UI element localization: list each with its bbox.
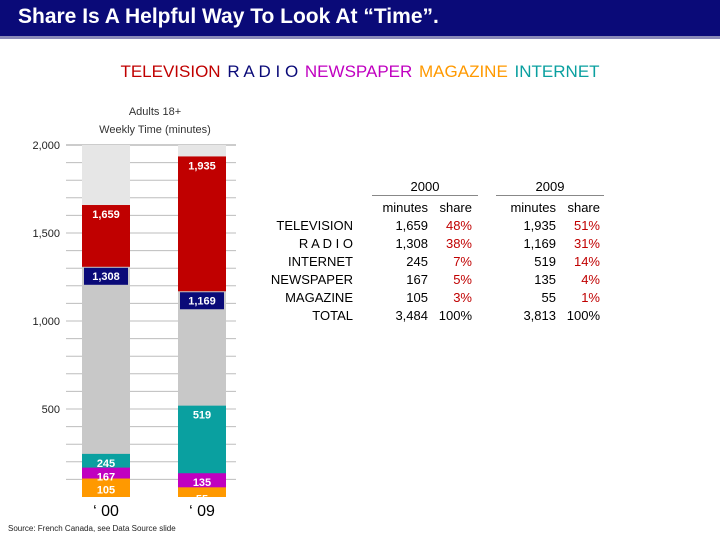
bar-segment-magazine xyxy=(178,487,226,497)
data-label: 519 xyxy=(193,410,211,422)
data-label: 245 xyxy=(97,458,115,470)
share-cell: 38% xyxy=(445,236,472,251)
year-header-2000: 2000 xyxy=(372,179,478,196)
data-label: 105 xyxy=(97,485,115,497)
share-cell: 48% xyxy=(445,218,472,233)
y-tick-label: 500 xyxy=(42,404,60,416)
year-header-2009: 2009 xyxy=(496,179,604,196)
minutes-cell: 245 xyxy=(406,254,428,269)
chart-subtitle-1: Adults 18+ xyxy=(128,106,182,118)
x-axis-labels: ‘ 00 ‘ 09 xyxy=(93,503,215,520)
share-cell-total: 100% xyxy=(438,308,472,323)
minutes-cell: 1,935 xyxy=(523,218,556,233)
minutes-cell: 55 xyxy=(541,290,556,305)
row-label-radio: R A D I O xyxy=(298,236,353,251)
source-note: Source: French Canada, see Data Source s… xyxy=(8,524,176,533)
data-label: 167 xyxy=(97,472,115,484)
share-cell: 1% xyxy=(581,290,600,305)
share-column-2000: share 48% 38% 7% 5% 3% 100% xyxy=(430,199,472,325)
y-tick-label: 1,000 xyxy=(32,316,60,328)
title-bar: Share Is A Helpful Way To Look At “Time”… xyxy=(0,0,720,39)
table-row-labels: TELEVISION R A D I O INTERNET NEWSPAPER … xyxy=(245,217,353,325)
share-cell: 4% xyxy=(581,272,600,287)
share-cell: 51% xyxy=(573,218,600,233)
row-label-television: TELEVISION xyxy=(276,218,353,233)
minutes-column-2009: minutes 1,935 1,169 519 135 55 3,813 xyxy=(498,199,556,325)
x-tick-label: ‘ 00 xyxy=(93,503,119,520)
x-tick-label: ‘ 09 xyxy=(189,503,215,520)
share-cell: 14% xyxy=(573,254,600,269)
media-magazine: MAGAZINE xyxy=(419,62,508,81)
minutes-cell: 519 xyxy=(534,254,556,269)
minutes-cell: 135 xyxy=(534,272,556,287)
minutes-cell: 1,308 xyxy=(395,236,428,251)
bar-segment-magazine xyxy=(82,478,130,497)
share-cell-total: 100% xyxy=(566,308,600,323)
row-label-internet: INTERNET xyxy=(288,254,353,269)
share-header: share xyxy=(439,200,472,215)
share-cell: 31% xyxy=(573,236,600,251)
data-label: 1,169 xyxy=(188,295,216,307)
share-cell: 5% xyxy=(453,272,472,287)
share-column-2009: share 51% 31% 14% 4% 1% 100% xyxy=(558,199,600,325)
data-label: 1,659 xyxy=(92,209,120,221)
media-legend-row: TELEVISION R A D I O NEWSPAPER MAGAZINE … xyxy=(0,62,720,82)
y-axis-ticks: 2,000 1,500 1,000 500 xyxy=(32,140,60,416)
data-label: 1,308 xyxy=(92,271,120,283)
minutes-cell: 1,659 xyxy=(395,218,428,233)
minutes-cell: 3,484 xyxy=(395,308,428,323)
minutes-cell: 105 xyxy=(406,290,428,305)
data-label: 1,935 xyxy=(188,160,216,172)
row-label-total: TOTAL xyxy=(312,308,353,323)
data-label: 55 xyxy=(196,493,208,505)
data-label-tag xyxy=(84,267,128,285)
media-television: TELEVISION xyxy=(120,62,221,81)
data-label: 135 xyxy=(193,477,211,489)
share-cell: 3% xyxy=(453,290,472,305)
data-label-tag xyxy=(84,206,128,224)
media-radio: R A D I O xyxy=(227,62,299,81)
share-header: share xyxy=(567,200,600,215)
minutes-cell: 3,813 xyxy=(523,308,556,323)
minutes-cell: 1,169 xyxy=(523,236,556,251)
data-label-tag xyxy=(180,157,224,175)
minutes-header: minutes xyxy=(382,200,428,215)
data-label-tag xyxy=(180,292,224,310)
row-label-newspaper: NEWSPAPER xyxy=(270,272,353,287)
row-label-magazine: MAGAZINE xyxy=(285,290,353,305)
minutes-header: minutes xyxy=(510,200,556,215)
slide-title: Share Is A Helpful Way To Look At “Time”… xyxy=(18,5,439,28)
minutes-cell: 167 xyxy=(406,272,428,287)
minutes-column-2000: minutes 1,659 1,308 245 167 105 3,484 xyxy=(370,199,428,325)
media-internet: INTERNET xyxy=(514,62,600,81)
chart-subtitle-2: Weekly Time (minutes) xyxy=(99,124,211,136)
media-newspaper: NEWSPAPER xyxy=(304,62,413,81)
y-tick-label: 1,500 xyxy=(32,228,60,240)
share-cell: 7% xyxy=(453,254,472,269)
y-tick-label: 2,000 xyxy=(32,140,60,152)
